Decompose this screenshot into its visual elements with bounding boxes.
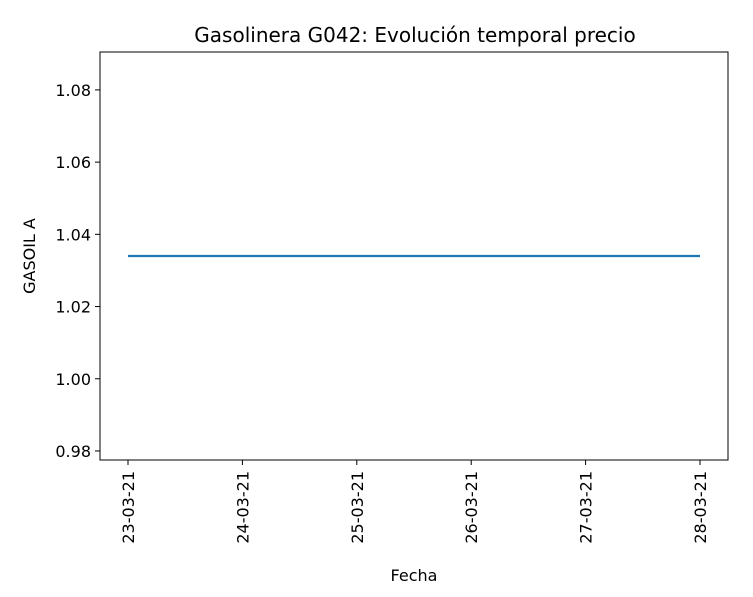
y-tick-label: 0.98 (55, 442, 91, 461)
x-axis: 23-03-21 24-03-21 25-03-21 26-03-21 27-03-21… (119, 460, 710, 544)
x-axis-title: Fecha (391, 566, 438, 585)
x-tick-label: 24-03-21 (233, 471, 252, 544)
y-axis: 0.98 1.00 1.02 1.04 1.06 1.08 (55, 81, 100, 461)
y-tick-label: 1.00 (55, 370, 91, 389)
x-tick-label: 25-03-21 (348, 471, 367, 544)
y-tick-label: 1.06 (55, 153, 91, 172)
x-tick-label: 27-03-21 (577, 471, 596, 544)
y-axis-title: GASOIL A (20, 218, 39, 294)
chart-title: Gasolinera G042: Evolución temporal prec… (194, 23, 635, 47)
x-tick-label: 26-03-21 (462, 471, 481, 544)
x-tick-label: 28-03-21 (691, 471, 710, 544)
y-tick-label: 1.02 (55, 298, 91, 317)
plot-frame (99, 51, 729, 461)
y-tick-label: 1.04 (55, 225, 91, 244)
y-tick-label: 1.08 (55, 81, 91, 100)
x-tick-label: 23-03-21 (119, 471, 138, 544)
